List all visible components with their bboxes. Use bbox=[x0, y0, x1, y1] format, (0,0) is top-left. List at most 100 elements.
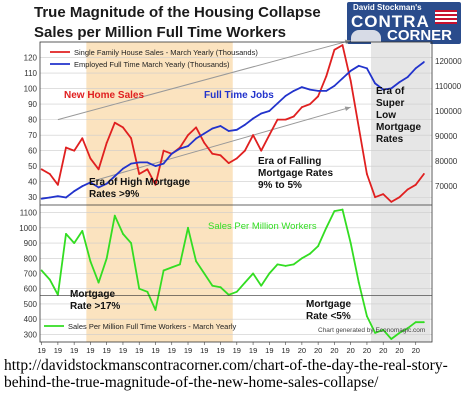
point-series-1 bbox=[187, 145, 189, 147]
point-series-2 bbox=[244, 281, 246, 284]
point-series-0 bbox=[138, 173, 141, 175]
point-series-0 bbox=[300, 106, 303, 109]
point-series-0 bbox=[366, 173, 368, 175]
point-series-0 bbox=[130, 137, 132, 140]
x-tick-label-century: 19 bbox=[281, 346, 289, 355]
point-series-2 bbox=[56, 293, 59, 296]
point-series-2 bbox=[317, 245, 320, 248]
point-series-1 bbox=[390, 87, 393, 90]
point-series-1 bbox=[366, 67, 368, 70]
point-series-1 bbox=[73, 190, 76, 193]
tick-bottom-left: 900 bbox=[24, 239, 38, 248]
point-series-2 bbox=[211, 284, 214, 287]
point-series-1 bbox=[162, 162, 165, 165]
point-series-0 bbox=[414, 183, 417, 186]
point-series-2 bbox=[374, 331, 376, 334]
point-series-2 bbox=[284, 264, 287, 267]
point-series-2 bbox=[276, 263, 279, 266]
trend-arrow-lower-head bbox=[344, 106, 351, 111]
point-series-2 bbox=[398, 331, 401, 334]
tick-bottom-left: 1100 bbox=[20, 209, 38, 218]
x-tick-label-year: 12 bbox=[395, 354, 403, 356]
x-tick-label-year: 72 bbox=[70, 354, 78, 356]
x-tick-label-year: 68 bbox=[37, 354, 45, 356]
point-series-1 bbox=[203, 132, 206, 135]
x-tick-label-century: 19 bbox=[119, 346, 127, 355]
annotation-4: Super bbox=[376, 98, 404, 109]
point-series-1 bbox=[244, 123, 246, 126]
x-tick-label-century: 19 bbox=[54, 346, 62, 355]
point-series-0 bbox=[260, 149, 263, 152]
point-series-1 bbox=[65, 196, 67, 199]
point-series-0 bbox=[48, 173, 51, 175]
point-series-0 bbox=[81, 137, 84, 140]
tick-bottom-left: 400 bbox=[24, 315, 38, 324]
point-series-0 bbox=[73, 149, 76, 152]
point-series-1 bbox=[154, 165, 157, 168]
point-series-0 bbox=[252, 134, 254, 137]
series-line-2 bbox=[40, 208, 424, 340]
annotation-3: Mortgage Rates bbox=[258, 168, 333, 179]
x-tick-label-century: 20 bbox=[363, 346, 371, 355]
point-series-1 bbox=[56, 195, 59, 198]
point-series-2 bbox=[414, 321, 417, 324]
x-tick-label-century: 19 bbox=[151, 346, 159, 355]
point-series-0 bbox=[398, 196, 401, 199]
annotation-3: 9% to 5% bbox=[258, 180, 302, 191]
point-series-0 bbox=[235, 157, 238, 160]
point-series-1 bbox=[146, 161, 149, 164]
point-series-2 bbox=[406, 327, 409, 330]
legend-label-0: Single Family House Sales - March Yearly… bbox=[74, 48, 258, 57]
point-series-2 bbox=[227, 293, 230, 296]
point-series-2 bbox=[40, 269, 43, 272]
x-tick-label-century: 19 bbox=[37, 346, 45, 355]
x-tick-label-year: 02 bbox=[314, 354, 322, 356]
point-series-0 bbox=[203, 142, 206, 144]
point-series-2 bbox=[300, 257, 303, 260]
tick-top-right: 120000 bbox=[435, 57, 462, 66]
tick-top-right: 80000 bbox=[435, 157, 458, 166]
point-series-1 bbox=[349, 69, 352, 72]
point-series-1 bbox=[284, 95, 287, 97]
plot-frame bbox=[39, 41, 433, 343]
point-series-1 bbox=[414, 67, 417, 70]
x-tick-label-year: 88 bbox=[200, 354, 208, 356]
chart-title-line2: Sales per Million Full Time Workers bbox=[34, 24, 287, 41]
annotation-7: Rate <5% bbox=[306, 311, 351, 322]
tick-top-left: 70 bbox=[28, 131, 37, 140]
point-series-0 bbox=[65, 146, 67, 149]
point-series-2 bbox=[48, 278, 51, 281]
point-series-1 bbox=[300, 86, 303, 89]
point-series-1 bbox=[219, 125, 222, 127]
tick-top-left: 120 bbox=[24, 54, 38, 63]
point-series-1 bbox=[252, 117, 254, 120]
point-series-1 bbox=[105, 182, 108, 185]
x-tick-label-year: 70 bbox=[54, 354, 62, 356]
tick-top-left: 50 bbox=[28, 162, 37, 171]
point-series-2 bbox=[268, 272, 271, 275]
housing-chart: 3040506070809010011012070000800009000010… bbox=[19, 39, 462, 356]
point-series-1 bbox=[357, 64, 360, 67]
point-series-2 bbox=[154, 309, 157, 311]
point-series-2 bbox=[382, 328, 385, 331]
source-url[interactable]: http://davidstockmanscontracorner.com/ch… bbox=[4, 357, 448, 391]
x-tick-label-year: 76 bbox=[103, 354, 111, 356]
point-series-1 bbox=[317, 90, 320, 92]
legend-label-1: Employed Full Time March Yearly (Thousan… bbox=[74, 60, 230, 69]
trend-arrow-upper bbox=[57, 39, 351, 121]
annotation-1: Full Time Jobs bbox=[204, 90, 274, 101]
x-tick-label-year: 10 bbox=[379, 354, 387, 356]
point-series-0 bbox=[122, 126, 124, 129]
point-series-2 bbox=[252, 272, 254, 275]
annotation-5: Sales Per Million Workers bbox=[208, 221, 317, 232]
tick-bottom-left: 600 bbox=[24, 285, 38, 294]
point-series-1 bbox=[382, 88, 385, 91]
tick-top-right: 110000 bbox=[435, 82, 462, 91]
point-series-2 bbox=[113, 214, 116, 217]
x-tick-label-year: 14 bbox=[412, 354, 420, 356]
point-series-0 bbox=[97, 168, 100, 171]
x-tick-label-century: 19 bbox=[249, 346, 257, 355]
point-series-0 bbox=[113, 121, 116, 124]
point-series-0 bbox=[382, 193, 385, 196]
point-series-0 bbox=[292, 115, 295, 118]
